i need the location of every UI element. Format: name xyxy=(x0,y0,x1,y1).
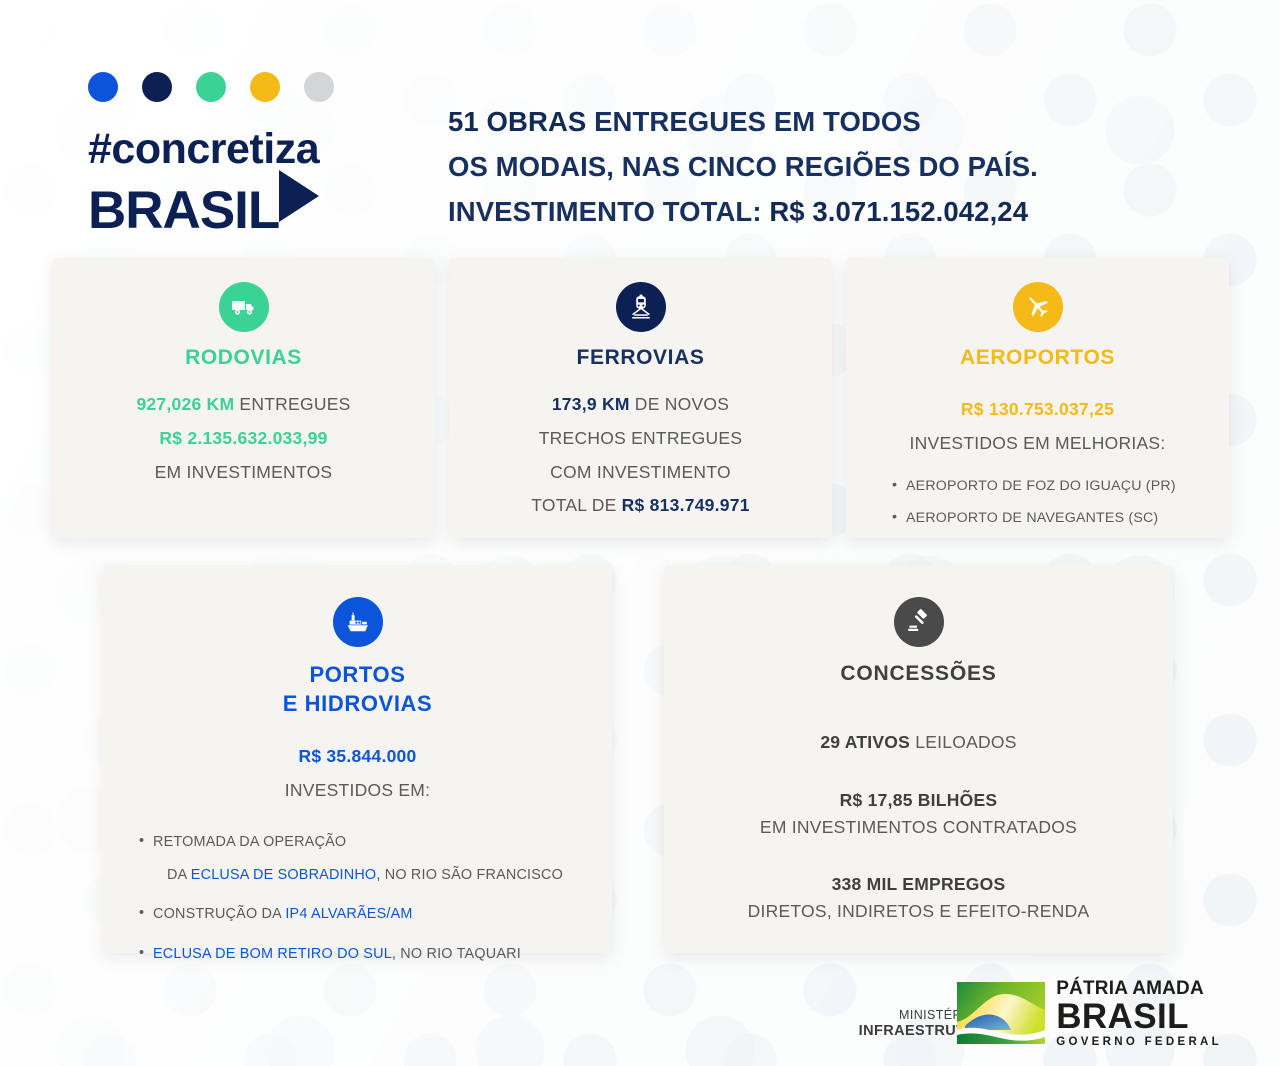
gavel-icon xyxy=(893,597,944,647)
train-icon xyxy=(615,282,666,332)
concessoes-empregos-value: 338 MIL EMPREGOS xyxy=(831,873,1006,894)
play-triangle-icon xyxy=(279,170,320,223)
rodovias-money: R$ 2.135.632.033,99 xyxy=(159,428,328,449)
logo-wordmark: BRASIL xyxy=(88,181,280,241)
portos-title-line-2: E HIDROVIAS xyxy=(282,690,433,716)
headline-line-3: INVESTIMENTO TOTAL: R$ 3.071.152.042,24 xyxy=(448,190,1248,235)
list-item: ECLUSA DE BOM RETIRO DO SUL, NO RIO TAQU… xyxy=(139,942,586,966)
portos-bullet-2-highlight: IP4 ALVARÃES/AM xyxy=(285,906,413,923)
concessoes-empregos-caption: DIRETOS, INDIRETOS E EFEITO-RENDA xyxy=(747,900,1090,921)
headline-obras-count: 51 OBRAS xyxy=(448,106,587,137)
headline-line-2: OS MODAIS, NAS CINCO REGIÕES DO PAÍS. xyxy=(448,150,1038,182)
brasil-flag-mark-icon xyxy=(957,982,1046,1045)
ferrovias-total-label: TOTAL DE xyxy=(531,495,622,516)
ferrovias-km-rest: DE NOVOS xyxy=(629,394,730,415)
portos-bullet-1-line-1: RETOMADA DA OPERAÇÃO xyxy=(153,834,347,851)
rodovias-km-line: 927,026 KM ENTREGUES xyxy=(70,388,417,422)
portos-bullet-list: RETOMADA DA OPERAÇÃO DA ECLUSA DE SOBRAD… xyxy=(129,830,586,966)
truck-icon xyxy=(218,282,269,332)
list-item: AEROPORTO DE FOZ DO IGUAÇU (PR) xyxy=(892,474,1211,497)
logo-hashtag: #concretiza xyxy=(88,125,320,173)
card-title-ferrovias: FERROVIAS xyxy=(576,346,705,369)
portos-bullet-1-highlight: ECLUSA DE SOBRADINHO, xyxy=(190,867,381,884)
portos-bullet-1-pre: DA xyxy=(167,867,191,884)
portos-money: R$ 35.844.000 xyxy=(298,746,417,767)
portos-bullet-3-post: NO RIO TAQUARI xyxy=(396,945,521,962)
concessoes-ativos-value: 29 ATIVOS xyxy=(820,732,911,753)
card-title-rodovias: RODOVIAS xyxy=(185,346,302,369)
gov-line-brasil: BRASIL xyxy=(1056,996,1189,1036)
logo-dot-row xyxy=(88,72,418,102)
concessoes-stat-ativos: 29 ATIVOS LEILOADOS xyxy=(690,729,1147,756)
portos-bullet-1-post: NO RIO SÃO FRANCISCO xyxy=(380,867,564,884)
concessoes-stat-empregos: 338 MIL EMPREGOS DIRETOS, INDIRETOS E EF… xyxy=(690,871,1147,925)
concessoes-investimento-value: R$ 17,85 BILHÕES xyxy=(839,789,998,810)
footer: MINISTÉRIO DA INFRAESTRUTURA xyxy=(0,974,1280,1066)
list-item: CONSTRUÇÃO DA IP4 ALVARÃES/AM xyxy=(139,902,586,926)
concessoes-investimento-caption: EM INVESTIMENTOS CONTRATADOS xyxy=(759,816,1078,837)
concessoes-stat-investimentos: R$ 17,85 BILHÕES EM INVESTIMENTOS CONTRA… xyxy=(690,787,1147,841)
portos-bullet-1-line-2: DA ECLUSA DE SOBRADINHO, NO RIO SÃO FRAN… xyxy=(153,864,586,887)
rodovias-money-caption: EM INVESTIMENTOS xyxy=(154,461,333,482)
gov-line-patria-amada: PÁTRIA AMADA xyxy=(1056,977,1204,999)
concretiza-brasil-logo: #concretiza BRASIL xyxy=(88,72,418,241)
card-body-aeroportos: R$ 130.753.037,25 INVESTIDOS EM MELHORIA… xyxy=(864,393,1211,460)
rodovias-km-rest: ENTREGUES xyxy=(234,394,351,415)
dot-yellow-icon xyxy=(250,72,280,102)
header: #concretiza BRASIL 51 OBRAS ENTREGUES EM… xyxy=(0,0,1280,240)
card-body-portos: R$ 35.844.000 INVESTIDOS EM: xyxy=(129,740,586,807)
ferrovias-line-3: COM INVESTIMENTO xyxy=(550,461,731,482)
card-body-ferrovias: 173,9 KM DE NOVOS TRECHOS ENTREGUES COM … xyxy=(467,388,814,522)
dot-blue-icon xyxy=(88,72,118,102)
ferrovias-line-2: TRECHOS ENTREGUES xyxy=(538,428,743,449)
card-portos-hidrovias: PORTOS E HIDROVIAS R$ 35.844.000 INVESTI… xyxy=(103,565,612,965)
list-item: RETOMADA DA OPERAÇÃO DA ECLUSA DE SOBRAD… xyxy=(139,830,586,887)
list-item: AEROPORTO DE NAVEGANTES (SC) xyxy=(892,506,1211,529)
aeroportos-money-caption: INVESTIDOS EM MELHORIAS: xyxy=(909,433,1166,454)
headline-investment-value: R$ 3.071.152.042,24 xyxy=(769,195,1029,227)
ferrovias-km-line: 173,9 KM DE NOVOS xyxy=(467,388,814,422)
card-body-rodovias: 927,026 KM ENTREGUES R$ 2.135.632.033,99… xyxy=(70,388,417,489)
card-title-portos: PORTOS E HIDROVIAS xyxy=(129,661,586,718)
gov-line-governo-federal: GOVERNO FEDERAL xyxy=(1056,1035,1222,1048)
portos-title-line-1: PORTOS xyxy=(309,662,406,687)
card-title-concessoes: CONCESSÕES xyxy=(840,662,997,685)
rodovias-km-value: 927,026 KM xyxy=(136,394,235,415)
ship-icon xyxy=(332,597,383,647)
governo-federal-logo: PÁTRIA AMADA BRASIL GOVERNO FEDERAL xyxy=(957,979,1222,1049)
headline-line-1-rest: ENTREGUES EM TODOS xyxy=(586,106,921,137)
concessoes-ativos-rest: LEILOADOS xyxy=(910,732,1017,753)
card-aeroportos: AEROPORTOS R$ 130.753.037,25 INVESTIDOS … xyxy=(846,258,1229,538)
ferrovias-line-4: TOTAL DE R$ 813.749.971 xyxy=(467,489,814,523)
dot-green-icon xyxy=(196,72,226,102)
dot-gray-icon xyxy=(304,72,334,102)
card-title-aeroportos: AEROPORTOS xyxy=(960,346,1115,369)
headline-investment-label: INVESTIMENTO TOTAL: xyxy=(448,195,770,227)
dot-navy-icon xyxy=(142,72,172,102)
ferrovias-total-value: R$ 813.749.971 xyxy=(621,495,750,516)
portos-money-caption: INVESTIDOS EM: xyxy=(284,779,431,800)
ferrovias-km-value: 173,9 KM xyxy=(551,394,630,415)
card-rodovias: RODOVIAS 927,026 KM ENTREGUES R$ 2.135.6… xyxy=(52,258,435,538)
portos-bullet-2-pre: CONSTRUÇÃO DA xyxy=(153,906,286,923)
plane-icon xyxy=(1012,282,1063,332)
aeroportos-bullet-list: AEROPORTO DE FOZ DO IGUAÇU (PR) AEROPORT… xyxy=(864,474,1211,529)
headline-line-1: 51 OBRAS ENTREGUES EM TODOS xyxy=(448,100,1248,145)
card-ferrovias: FERROVIAS 173,9 KM DE NOVOS TRECHOS ENTR… xyxy=(449,258,832,538)
portos-bullet-3-highlight: ECLUSA DE BOM RETIRO DO SUL, xyxy=(153,945,397,962)
page-title: 51 OBRAS ENTREGUES EM TODOS OS MODAIS, N… xyxy=(448,100,1248,234)
card-concessoes: CONCESSÕES 29 ATIVOS LEILOADOS R$ 17,85 … xyxy=(664,565,1173,953)
aeroportos-money: R$ 130.753.037,25 xyxy=(960,399,1115,420)
